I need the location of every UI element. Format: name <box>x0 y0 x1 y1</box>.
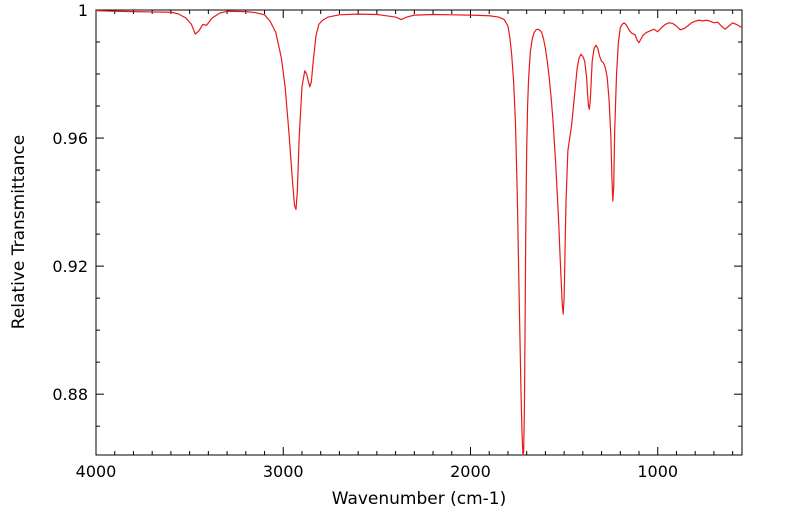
y-tick-label: 1 <box>78 1 88 20</box>
x-tick-label: 1000 <box>637 462 678 481</box>
y-axis-title: Relative Transmittance <box>9 135 29 330</box>
x-axis-title: Wavenumber (cm-1) <box>332 489 507 509</box>
minor-ticks <box>96 10 742 455</box>
y-tick-labels: 1 0.96 0.92 0.88 <box>52 1 88 404</box>
series-layer <box>95 10 743 456</box>
x-tick-label: 4000 <box>76 462 117 481</box>
plot-frame <box>95 9 743 456</box>
y-tick-label: 0.92 <box>52 257 88 276</box>
y-tick-label: 0.88 <box>52 385 88 404</box>
major-ticks <box>95 9 742 455</box>
y-tick-label: 0.96 <box>52 129 88 148</box>
spectrum-line <box>95 10 743 456</box>
x-tick-labels: 4000 3000 2000 1000 <box>76 462 678 481</box>
x-tick-label: 2000 <box>450 462 491 481</box>
x-tick-label: 3000 <box>263 462 304 481</box>
